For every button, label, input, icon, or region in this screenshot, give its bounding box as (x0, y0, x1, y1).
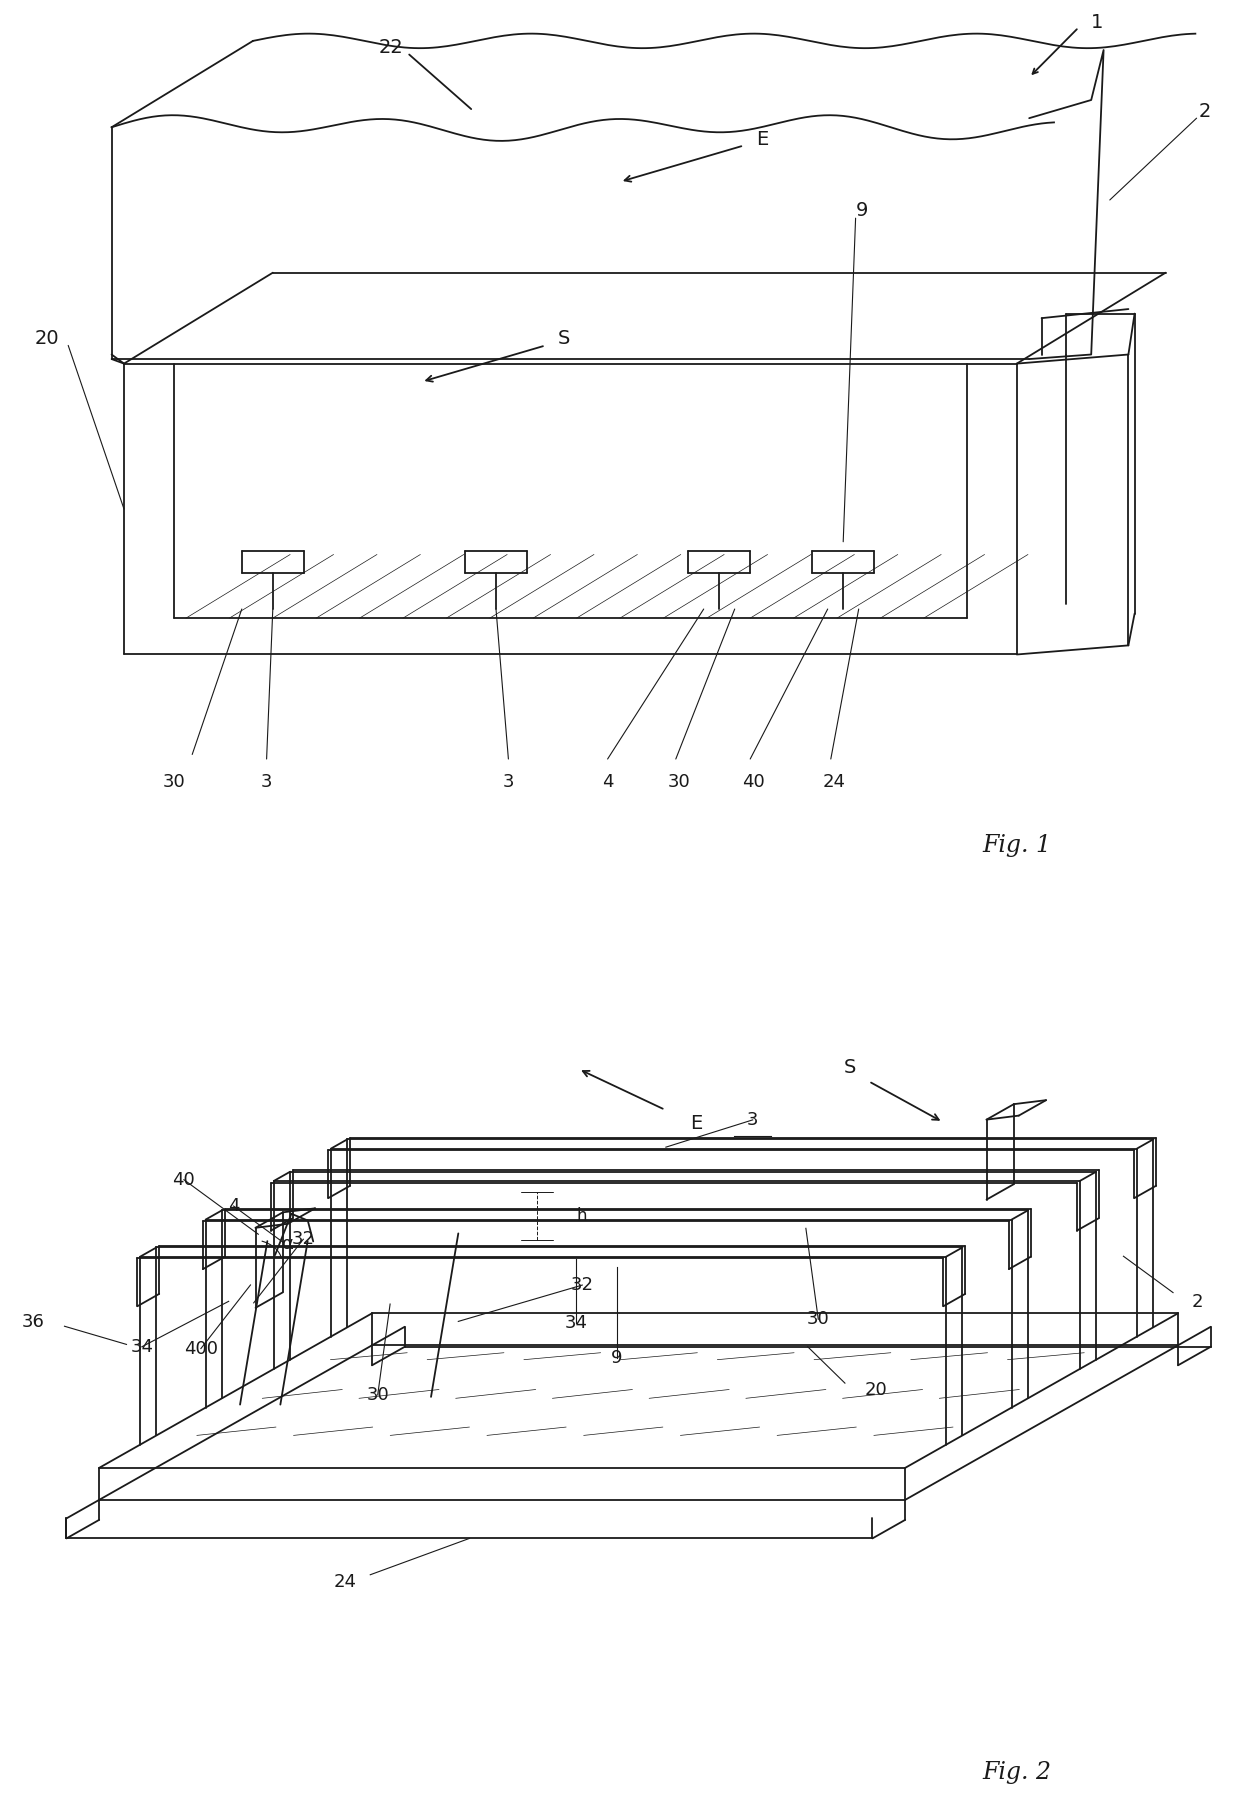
Text: 3: 3 (260, 773, 273, 791)
Text: 34: 34 (130, 1338, 154, 1356)
Text: 32: 32 (291, 1231, 315, 1249)
Text: E: E (691, 1114, 702, 1133)
Text: 9: 9 (856, 202, 868, 220)
Text: 2: 2 (1192, 1293, 1204, 1311)
Text: 36: 36 (22, 1313, 45, 1331)
Text: 22: 22 (378, 38, 403, 56)
Text: α: α (283, 1234, 294, 1253)
Text: 34: 34 (565, 1314, 588, 1331)
Text: 4: 4 (601, 773, 614, 791)
Text: 24: 24 (823, 773, 846, 791)
Text: 40: 40 (743, 773, 765, 791)
Text: Fig. 2: Fig. 2 (982, 1762, 1052, 1783)
Text: 3: 3 (746, 1111, 759, 1129)
Text: 30: 30 (807, 1311, 830, 1329)
Text: 24: 24 (334, 1573, 357, 1591)
Text: h: h (577, 1207, 587, 1225)
Text: 20: 20 (864, 1382, 888, 1400)
Text: 4: 4 (228, 1196, 239, 1214)
Text: E: E (756, 129, 769, 149)
Text: 20: 20 (35, 329, 60, 347)
Text: 2: 2 (1199, 102, 1211, 122)
Text: 30: 30 (162, 773, 185, 791)
Text: Fig. 1: Fig. 1 (982, 834, 1052, 856)
Text: S: S (844, 1058, 856, 1076)
Text: 30: 30 (366, 1385, 389, 1403)
Text: 9: 9 (611, 1349, 622, 1367)
Text: 30: 30 (668, 773, 691, 791)
Text: S: S (558, 329, 570, 347)
Text: 400: 400 (184, 1340, 218, 1358)
Text: 40: 40 (172, 1171, 195, 1189)
Text: 3: 3 (502, 773, 515, 791)
Text: 32: 32 (570, 1276, 594, 1294)
Text: 1: 1 (1091, 13, 1104, 33)
